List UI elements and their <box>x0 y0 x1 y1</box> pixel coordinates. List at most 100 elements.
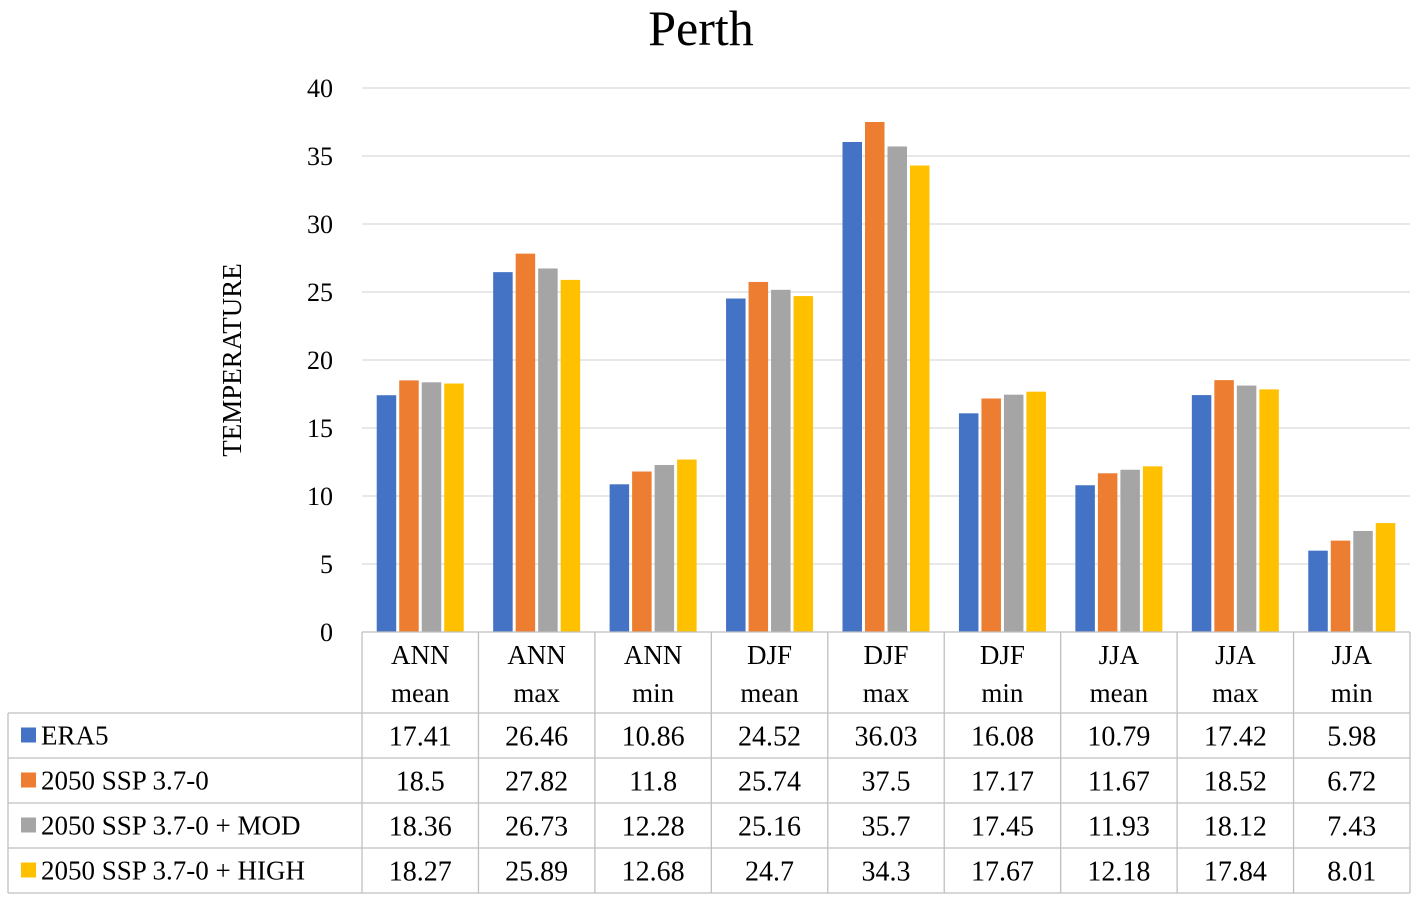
bar-era5-2 <box>609 484 630 632</box>
x-category-label: ANN min <box>624 640 683 708</box>
bar-2050-ssp-3-7-0-high-5 <box>1026 391 1046 632</box>
bar-2050-ssp-3-7-0-2 <box>632 471 652 632</box>
data-value-label: 24.52 <box>738 722 801 753</box>
bar-era5-5 <box>958 413 979 632</box>
x-category-label: ANN max <box>507 640 566 708</box>
data-value-label: 17.67 <box>971 857 1034 888</box>
y-tick-label: 35 <box>307 142 333 171</box>
data-value-label: 37.5 <box>862 767 911 798</box>
data-value-label: 10.86 <box>622 722 685 753</box>
bar-2050-ssp-3-7-0-mod-8 <box>1353 530 1373 632</box>
data-value-label: 17.41 <box>389 722 452 753</box>
bar-2050-ssp-3-7-0-mod-5 <box>1003 394 1024 632</box>
legend-swatch <box>21 817 36 833</box>
data-value-label: 8.01 <box>1327 857 1376 888</box>
x-category-label: DJF mean <box>740 640 799 708</box>
bar-era5-4 <box>842 141 862 632</box>
data-value-label: 12.68 <box>622 857 685 888</box>
data-value-label: 11.93 <box>1088 812 1150 843</box>
y-tick-label: 25 <box>307 278 333 307</box>
data-value-label: 17.45 <box>971 812 1034 843</box>
bar-2050-ssp-3-7-0-high-3 <box>793 296 814 632</box>
legend-swatch <box>21 772 36 788</box>
gridlines <box>362 87 1410 565</box>
data-value-label: 16.08 <box>971 722 1034 753</box>
bar-2050-ssp-3-7-0-6 <box>1097 473 1118 632</box>
data-value-label: 17.42 <box>1204 722 1267 753</box>
bar-2050-ssp-3-7-0-7 <box>1214 380 1234 632</box>
bar-2050-ssp-3-7-0-high-1 <box>560 279 581 632</box>
data-value-label: 17.84 <box>1204 857 1267 888</box>
y-tick-label: 30 <box>307 210 333 239</box>
bar-2050-ssp-3-7-0-1 <box>515 253 536 632</box>
legend-label: ERA5 <box>41 721 109 751</box>
bar-2050-ssp-3-7-0-high-6 <box>1142 466 1163 632</box>
data-value-label: 25.89 <box>505 857 568 888</box>
data-value-label: 35.7 <box>862 812 911 843</box>
data-value-label: 17.17 <box>971 767 1034 798</box>
bar-2050-ssp-3-7-0-8 <box>1330 540 1351 632</box>
data-value-label: 18.12 <box>1204 812 1267 843</box>
data-value-label: 11.8 <box>629 767 677 798</box>
data-value-label: 7.43 <box>1327 812 1376 843</box>
data-value-label: 12.18 <box>1087 857 1150 888</box>
data-value-label: 10.79 <box>1087 722 1150 753</box>
data-value-label: 25.16 <box>738 812 801 843</box>
bar-era5-6 <box>1075 485 1095 632</box>
x-category-label: ANN mean <box>391 640 450 708</box>
data-value-label: 34.3 <box>862 857 911 888</box>
bar-2050-ssp-3-7-0-high-8 <box>1375 523 1396 632</box>
data-table: ANN mean ANN max ANN min DJF mean DJF max DJF min JJ… <box>7 631 1411 894</box>
x-category-label: DJF min <box>980 640 1025 708</box>
bar-2050-ssp-3-7-0-mod-4 <box>887 146 907 633</box>
bar-2050-ssp-3-7-0-mod-3 <box>771 289 791 632</box>
data-value-label: 36.03 <box>855 722 918 753</box>
bar-era5-1 <box>493 272 513 632</box>
data-value-label: 5.98 <box>1327 722 1376 753</box>
x-category-label: DJF max <box>863 640 910 708</box>
y-axis-label: TEMPERATURE <box>217 263 247 457</box>
bar-2050-ssp-3-7-0-0 <box>399 380 419 632</box>
data-value-label: 27.82 <box>505 767 568 798</box>
y-tick-label: 0 <box>320 618 333 647</box>
legend-label: 2050 SSP 3.7-0 + MOD <box>41 811 301 841</box>
data-value-label: 25.74 <box>738 767 801 798</box>
bar-2050-ssp-3-7-0-mod-7 <box>1236 385 1257 632</box>
legend-label: 2050 SSP 3.7-0 <box>41 766 209 796</box>
bars <box>376 122 1396 633</box>
bar-2050-ssp-3-7-0-4 <box>865 122 885 632</box>
y-tick-label: 15 <box>307 414 333 443</box>
y-tick-label: 10 <box>307 482 333 511</box>
data-value-label: 24.7 <box>745 857 794 888</box>
bar-2050-ssp-3-7-0-5 <box>981 398 1001 632</box>
data-value-label: 26.73 <box>505 812 568 843</box>
y-tick-label: 40 <box>307 74 333 103</box>
y-axis-ticks: 0 5 10 15 20 25 30 35 40 <box>307 74 333 647</box>
data-value-label: 18.52 <box>1204 767 1267 798</box>
data-value-label: 12.28 <box>622 812 685 843</box>
legend-label: 2050 SSP 3.7-0 + HIGH <box>41 856 305 886</box>
data-value-label: 18.27 <box>389 857 452 888</box>
legend-swatch <box>21 862 36 878</box>
bar-2050-ssp-3-7-0-3 <box>748 281 769 632</box>
x-category-label: JJA mean <box>1090 640 1149 708</box>
bar-era5-0 <box>376 395 397 632</box>
x-category-label: JJA max <box>1212 640 1259 708</box>
bar-2050-ssp-3-7-0-high-0 <box>444 383 464 632</box>
chart-title: Perth <box>648 0 754 56</box>
data-value-label: 11.67 <box>1088 767 1150 798</box>
bar-2050-ssp-3-7-0-mod-0 <box>421 382 442 632</box>
bar-era5-3 <box>726 298 746 632</box>
y-tick-label: 20 <box>307 346 333 375</box>
x-category-label: JJA min <box>1331 640 1374 708</box>
bar-2050-ssp-3-7-0-high-2 <box>677 459 697 632</box>
data-value-label: 26.46 <box>505 722 568 753</box>
bar-2050-ssp-3-7-0-mod-1 <box>538 268 558 632</box>
data-value-label: 6.72 <box>1327 767 1376 798</box>
bar-2050-ssp-3-7-0-mod-6 <box>1120 469 1140 632</box>
data-value-label: 18.36 <box>389 812 452 843</box>
data-value-label: 18.5 <box>396 767 445 798</box>
bar-era5-7 <box>1191 395 1212 632</box>
bar-2050-ssp-3-7-0-high-7 <box>1259 389 1279 632</box>
legend-swatch <box>21 727 36 743</box>
